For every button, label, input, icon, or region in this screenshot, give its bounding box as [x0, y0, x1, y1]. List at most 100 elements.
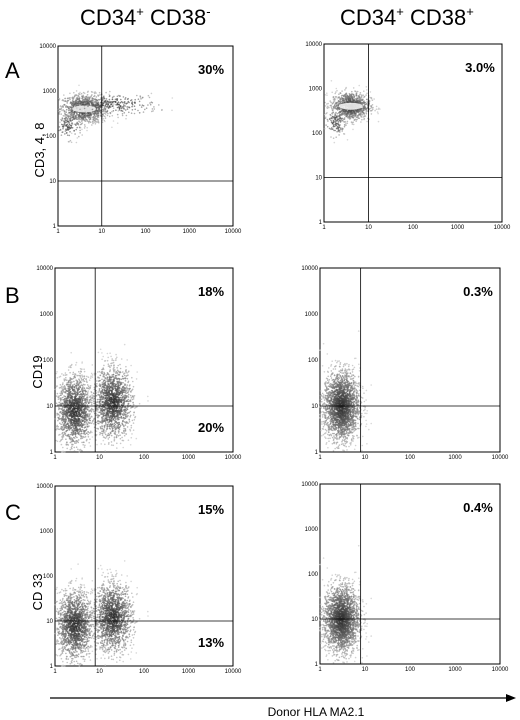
data-point — [324, 117, 327, 119]
data-point — [356, 99, 359, 101]
data-point — [74, 133, 76, 135]
data-point — [65, 106, 68, 109]
data-point — [61, 431, 64, 434]
data-point — [128, 106, 130, 108]
data-point — [95, 92, 97, 94]
data-point — [73, 111, 75, 113]
data-point — [80, 430, 83, 433]
data-point — [67, 386, 69, 388]
ylabel-row-b: CD19 — [30, 355, 45, 388]
data-point — [87, 102, 90, 104]
data-point — [82, 115, 84, 118]
data-point — [324, 113, 326, 116]
data-point — [123, 401, 125, 404]
data-point — [83, 411, 85, 414]
data-point — [105, 389, 108, 391]
data-point — [362, 109, 364, 111]
data-point — [102, 412, 105, 414]
data-point — [64, 397, 66, 400]
data-point — [139, 95, 141, 97]
data-point — [326, 106, 328, 109]
data-point — [62, 428, 65, 431]
data-point — [126, 377, 129, 380]
data-point — [77, 419, 80, 422]
data-point — [145, 107, 148, 109]
data-point — [73, 383, 76, 386]
data-point — [62, 99, 65, 102]
data-point — [122, 373, 125, 375]
data-point — [134, 415, 137, 418]
data-point — [102, 96, 105, 98]
data-point — [69, 92, 71, 95]
data-point — [75, 361, 78, 364]
data-point — [61, 411, 64, 414]
data-point — [84, 125, 86, 128]
data-point — [56, 414, 58, 416]
data-point — [80, 92, 83, 95]
data-point — [86, 129, 88, 132]
data-point — [130, 391, 132, 393]
data-point — [75, 97, 78, 100]
data-point — [69, 111, 71, 114]
data-point — [66, 134, 69, 136]
data-point — [91, 436, 94, 438]
data-point — [56, 392, 59, 395]
data-point — [333, 141, 336, 144]
plot-panels: 11101010010010001000100001000030%1110101… — [36, 42, 511, 675]
data-point — [370, 113, 373, 115]
data-point — [345, 87, 347, 90]
data-point — [371, 104, 374, 106]
data-point — [70, 97, 72, 99]
data-point — [86, 432, 88, 435]
data-point — [60, 108, 63, 111]
data-point — [114, 369, 116, 371]
data-point — [110, 103, 113, 105]
data-point — [352, 116, 355, 119]
data-point — [121, 439, 124, 442]
data-point — [98, 406, 101, 409]
data-point — [62, 420, 65, 423]
data-point — [111, 400, 113, 403]
data-point — [356, 90, 359, 93]
data-point — [66, 379, 68, 382]
data-point — [64, 391, 67, 394]
data-point — [77, 383, 79, 385]
data-point — [116, 442, 118, 445]
data-point — [72, 393, 75, 395]
data-point — [66, 123, 68, 126]
data-point — [77, 416, 79, 418]
data-point — [67, 369, 70, 371]
row-letter-b: B — [5, 283, 20, 308]
data-point — [79, 91, 81, 94]
data-point — [115, 357, 117, 360]
data-point — [335, 123, 338, 125]
data-point — [84, 413, 87, 416]
data-point — [75, 113, 78, 116]
data-point — [123, 374, 126, 377]
data-point — [337, 123, 340, 125]
data-point — [62, 419, 64, 421]
data-point — [58, 403, 60, 406]
data-point — [104, 117, 107, 119]
data-point — [87, 392, 89, 394]
data-point — [104, 450, 106, 452]
data-point — [79, 123, 82, 126]
data-point — [89, 377, 92, 379]
data-point — [95, 392, 98, 394]
data-point — [356, 114, 359, 117]
data-point — [61, 383, 64, 386]
data-point — [332, 96, 335, 98]
data-point — [83, 107, 86, 110]
data-point — [337, 121, 340, 123]
data-point — [54, 418, 57, 420]
data-point — [128, 111, 130, 114]
data-point — [87, 426, 89, 428]
data-point — [108, 420, 111, 423]
data-point — [59, 417, 62, 420]
data-point — [81, 128, 83, 131]
data-point — [142, 111, 145, 113]
data-point — [75, 102, 78, 104]
data-point — [55, 428, 58, 431]
data-point — [83, 98, 85, 100]
data-point — [132, 398, 135, 400]
